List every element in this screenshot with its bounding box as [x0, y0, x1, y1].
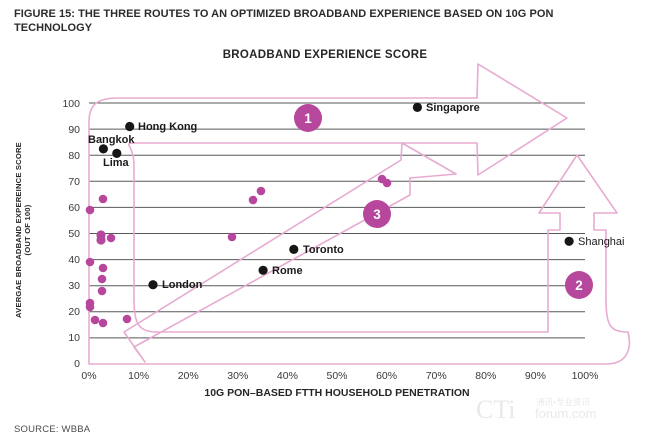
svg-text:40%: 40%	[277, 370, 298, 382]
svg-text:Hong Kong: Hong Kong	[138, 121, 197, 133]
svg-text:30: 30	[68, 280, 80, 292]
svg-text:20%: 20%	[178, 370, 199, 382]
svg-text:CTi: CTi	[476, 395, 516, 424]
svg-text:10G PON–BASED FTTH HOUSEHOLD P: 10G PON–BASED FTTH HOUSEHOLD PENETRATION	[204, 387, 469, 399]
svg-text:20: 20	[68, 306, 80, 318]
svg-text:1: 1	[304, 111, 312, 126]
svg-text:70: 70	[68, 176, 80, 188]
svg-text:90: 90	[68, 124, 80, 136]
svg-text:50%: 50%	[326, 370, 347, 382]
svg-text:Rome: Rome	[272, 265, 303, 277]
svg-text:3: 3	[373, 207, 381, 222]
svg-text:10%: 10%	[128, 370, 149, 382]
svg-text:90%: 90%	[525, 370, 546, 382]
svg-text:70%: 70%	[426, 370, 447, 382]
svg-text:100: 100	[62, 98, 80, 110]
svg-text:Shanghai: Shanghai	[578, 236, 625, 248]
svg-text:40: 40	[68, 254, 80, 266]
svg-text:Bangkok: Bangkok	[88, 134, 135, 146]
svg-text:forum.com: forum.com	[535, 406, 596, 421]
svg-text:30%: 30%	[227, 370, 248, 382]
svg-text:0: 0	[74, 358, 80, 370]
svg-text:Singapore: Singapore	[426, 102, 480, 114]
svg-text:通讯•专业资讯: 通讯•专业资讯	[536, 397, 590, 407]
svg-text:60: 60	[68, 202, 80, 214]
svg-text:2: 2	[575, 278, 583, 293]
svg-text:10: 10	[68, 332, 80, 344]
svg-text:Toronto: Toronto	[303, 244, 344, 256]
svg-text:80: 80	[68, 150, 80, 162]
svg-text:London: London	[162, 279, 203, 291]
svg-text:0%: 0%	[81, 370, 96, 382]
svg-text:50: 50	[68, 228, 80, 240]
svg-text:Lima: Lima	[103, 157, 130, 169]
svg-text:100%: 100%	[572, 370, 599, 382]
svg-text:60%: 60%	[376, 370, 397, 382]
svg-text:80%: 80%	[475, 370, 496, 382]
